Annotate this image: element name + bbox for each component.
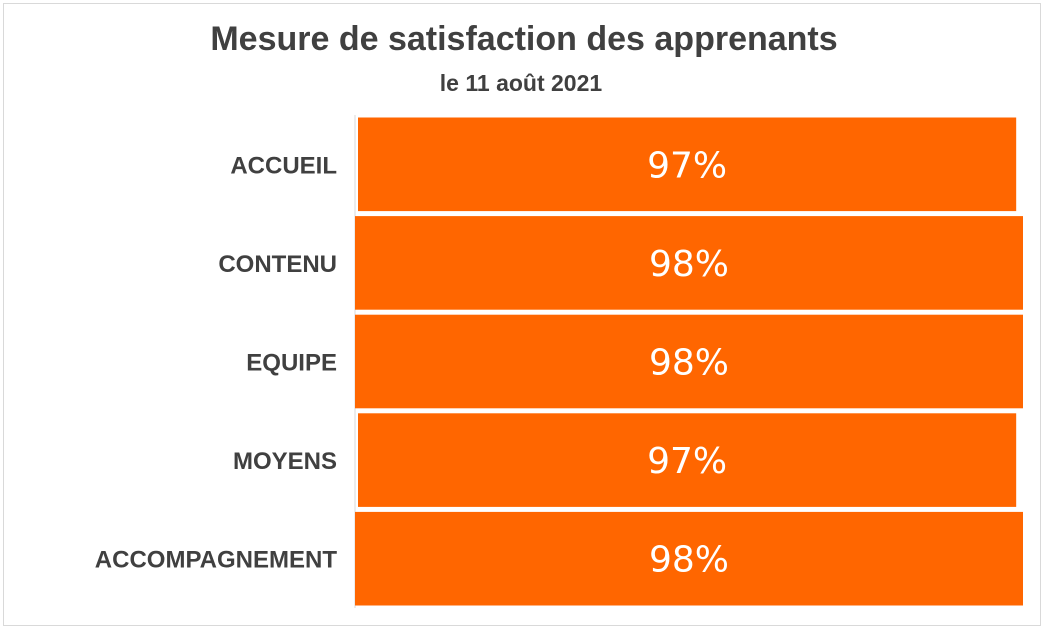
category-label-moyens: MOYENS [233, 448, 337, 475]
bar-moyens [358, 413, 1017, 507]
bars-group [355, 117, 1023, 606]
value-label-equipe: 98% [649, 343, 729, 384]
value-labels-group: 97% 98% 98% 97% 98% [647, 145, 729, 580]
chart-title: Mesure de satisfaction des apprenants [210, 20, 838, 58]
value-label-moyens: 97% [647, 441, 727, 482]
category-labels-group: ACCUEIL CONTENU EQUIPE MOYENS ACCOMPAGNEMENT [95, 152, 338, 573]
category-label-accueil: ACCUEIL [230, 152, 337, 179]
bar-accueil [358, 117, 1017, 212]
bar-contenu [355, 216, 1023, 310]
chart-subtitle: le 11 août 2021 [0, 70, 1048, 97]
category-label-contenu: CONTENU [218, 251, 337, 278]
value-label-accompagnement: 98% [649, 540, 729, 581]
value-label-contenu: 98% [649, 244, 729, 285]
category-label-accompagnement: ACCOMPAGNEMENT [95, 547, 338, 574]
bar-accompagnement [355, 511, 1023, 606]
chart-subtitle-text: le 11 août 2021 [439, 70, 603, 96]
value-label-accueil: 97% [647, 145, 727, 186]
category-label-equipe: EQUIPE [246, 350, 337, 377]
bar-equipe [355, 314, 1023, 409]
